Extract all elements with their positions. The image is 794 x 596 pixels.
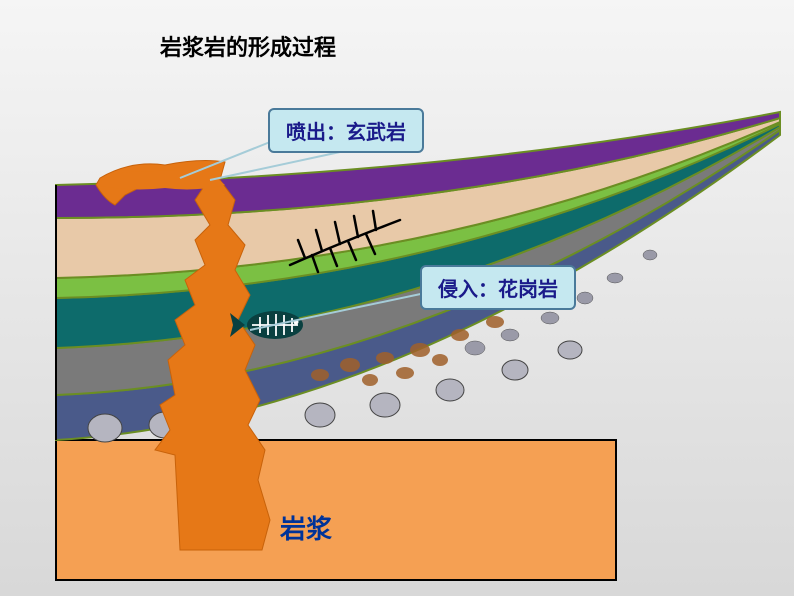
geology-diagram	[0, 0, 794, 596]
magma-chamber	[56, 440, 616, 580]
label-magma: 岩浆	[280, 509, 332, 546]
label-intrusive: 侵入：花岗岩	[420, 265, 576, 310]
label-extrusive: 喷出：玄武岩	[268, 108, 424, 153]
diagram-title: 岩浆岩的形成过程	[160, 30, 336, 62]
